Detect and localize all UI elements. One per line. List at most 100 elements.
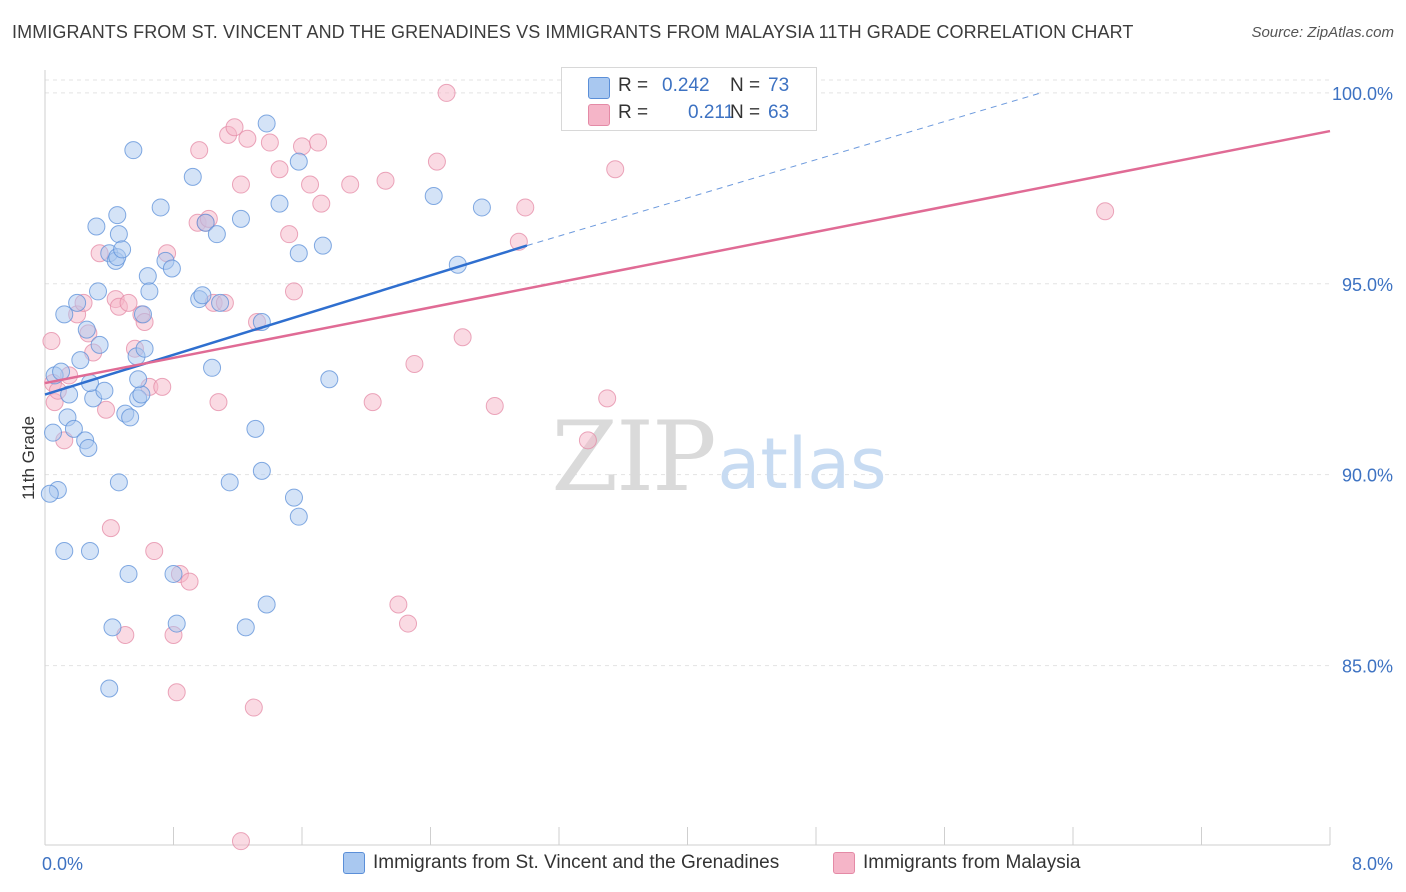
data-point bbox=[257, 595, 276, 614]
bottom-legend-swatch-blue bbox=[343, 852, 365, 874]
data-point bbox=[167, 683, 186, 702]
data-point bbox=[598, 389, 617, 408]
x-tick-label: 0.0% bbox=[42, 854, 83, 874]
data-point bbox=[220, 473, 239, 492]
trend-lines bbox=[44, 92, 1331, 396]
data-point bbox=[284, 488, 303, 507]
data-point bbox=[313, 236, 332, 255]
data-point bbox=[95, 381, 114, 400]
data-point bbox=[121, 408, 140, 427]
data-point bbox=[113, 240, 132, 259]
data-point bbox=[71, 351, 90, 370]
data-point bbox=[87, 217, 106, 236]
axes bbox=[44, 70, 1331, 846]
tick-labels: 85.0% 90.0% 95.0% 100.0% 0.0% 8.0% bbox=[42, 84, 1393, 874]
data-point bbox=[135, 339, 154, 358]
data-point bbox=[89, 282, 108, 301]
data-point bbox=[606, 160, 625, 179]
bottom-legend-label: Immigrants from Malaysia bbox=[863, 852, 1081, 873]
data-point bbox=[190, 141, 209, 160]
series-malaysia-points bbox=[42, 83, 1115, 851]
data-point bbox=[164, 564, 183, 583]
legend-n-value: 63 bbox=[768, 102, 790, 123]
data-point bbox=[167, 614, 186, 633]
data-point bbox=[309, 133, 328, 152]
legend-r-value: 0.211 bbox=[688, 102, 735, 123]
data-point bbox=[424, 186, 443, 205]
data-point bbox=[180, 572, 199, 591]
data-point bbox=[193, 286, 212, 305]
data-point bbox=[284, 282, 303, 301]
watermark: ZIP atlas bbox=[551, 401, 886, 513]
series-st-vincent-points bbox=[40, 114, 491, 698]
data-point bbox=[363, 393, 382, 412]
data-point bbox=[77, 320, 96, 339]
data-point bbox=[270, 160, 289, 179]
data-point bbox=[119, 564, 138, 583]
data-point bbox=[238, 129, 257, 148]
chart-title: IMMIGRANTS FROM ST. VINCENT AND THE GREN… bbox=[12, 22, 1134, 42]
data-point bbox=[236, 618, 255, 637]
data-point bbox=[472, 198, 491, 217]
data-point bbox=[129, 370, 148, 389]
data-point bbox=[55, 542, 74, 561]
data-point bbox=[516, 198, 535, 217]
data-point bbox=[280, 225, 299, 244]
data-point bbox=[389, 595, 408, 614]
data-point bbox=[1096, 202, 1115, 221]
data-point bbox=[90, 335, 109, 354]
data-point bbox=[42, 332, 61, 351]
legend-swatch-pink bbox=[588, 104, 610, 126]
y-tick-label: 95.0% bbox=[1342, 275, 1393, 295]
data-point bbox=[244, 698, 263, 717]
data-point bbox=[68, 293, 87, 312]
legend-n-value: 73 bbox=[768, 75, 790, 96]
stats-legend: R = 0.242 N = 73 R = 0.211 N = 63 bbox=[561, 67, 817, 131]
trend-line-st-vincent bbox=[44, 244, 528, 396]
data-point bbox=[578, 431, 597, 450]
data-point bbox=[103, 618, 122, 637]
data-point bbox=[209, 393, 228, 412]
data-point bbox=[246, 419, 265, 438]
legend-n-label: N = bbox=[730, 75, 761, 96]
data-point bbox=[79, 438, 98, 457]
y-axis-label: 11th Grade bbox=[19, 416, 38, 500]
data-point bbox=[100, 679, 119, 698]
data-point bbox=[109, 225, 128, 244]
legend-r-label: R = bbox=[618, 75, 649, 96]
data-point bbox=[231, 209, 250, 228]
data-point bbox=[101, 519, 120, 538]
data-point bbox=[140, 282, 159, 301]
data-point bbox=[320, 370, 339, 389]
data-point bbox=[301, 175, 320, 194]
data-point bbox=[132, 385, 151, 404]
data-point bbox=[453, 328, 472, 347]
legend-swatch-blue bbox=[588, 77, 610, 99]
trend-line-st-vincent-extension bbox=[526, 92, 1042, 247]
y-tick-label: 90.0% bbox=[1342, 466, 1393, 486]
data-point bbox=[124, 141, 143, 160]
data-point bbox=[289, 507, 308, 526]
source-credit: Source: ZipAtlas.com bbox=[1251, 24, 1394, 41]
data-point bbox=[376, 171, 395, 190]
data-point bbox=[405, 354, 424, 373]
data-point bbox=[260, 133, 279, 152]
data-point bbox=[270, 194, 289, 213]
data-point bbox=[138, 267, 157, 286]
data-point bbox=[289, 152, 308, 171]
legend-r-value: 0.242 bbox=[662, 75, 710, 96]
data-point bbox=[55, 305, 74, 324]
data-point bbox=[289, 244, 308, 263]
data-point bbox=[162, 259, 181, 278]
data-point bbox=[211, 293, 230, 312]
y-tick-label: 85.0% bbox=[1342, 657, 1393, 677]
data-point bbox=[231, 832, 250, 851]
data-point bbox=[231, 175, 250, 194]
bottom-legend-label: Immigrants from St. Vincent and the Gren… bbox=[373, 852, 780, 873]
data-point bbox=[312, 194, 331, 213]
data-point bbox=[207, 225, 226, 244]
data-point bbox=[44, 423, 63, 442]
x-tick-label: 8.0% bbox=[1352, 854, 1393, 874]
data-point bbox=[293, 137, 311, 156]
